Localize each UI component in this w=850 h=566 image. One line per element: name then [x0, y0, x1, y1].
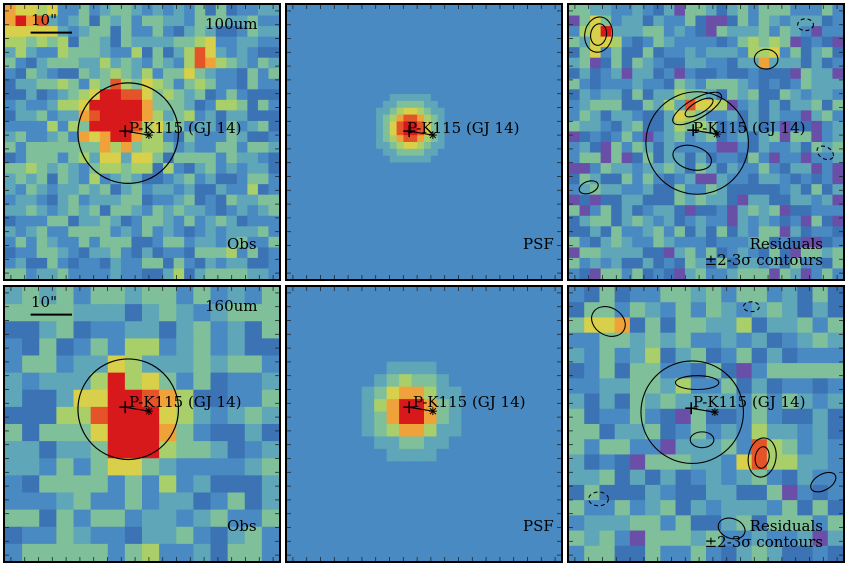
target-label: P-K115 (GJ 14): [129, 119, 242, 137]
panel-caption: Residuals: [749, 235, 823, 253]
contour-caption: ±2-3σ contours: [704, 533, 823, 551]
target-label: P-K115 (GJ 14): [693, 119, 806, 137]
panel-160um-psf: P-K115 (GJ 14) PSF: [285, 285, 563, 563]
map-100um-obs: [5, 5, 279, 279]
panel-160um-obs: 10" 160um P-K115 (GJ 14) Obs: [3, 285, 281, 563]
map-160um-residuals: [569, 287, 843, 561]
target-label: P-K115 (GJ 14): [407, 119, 520, 137]
map-160um-obs: [5, 287, 279, 561]
scale-bar-label: 10": [31, 293, 57, 311]
target-label: P-K115 (GJ 14): [693, 393, 806, 411]
target-label: P-K115 (GJ 14): [129, 393, 242, 411]
panel-100um-obs: 10" 100um P-K115 (GJ 14) Obs: [3, 3, 281, 281]
panel-caption: Residuals: [749, 517, 823, 535]
panel-caption: Obs: [227, 517, 257, 535]
scale-bar-label: 10": [31, 11, 57, 29]
band-label: 100um: [205, 15, 258, 33]
panel-100um-residuals: P-K115 (GJ 14) Residuals ±2-3σ contours: [567, 3, 845, 281]
panel-160um-residuals: P-K115 (GJ 14) Residuals ±2-3σ contours: [567, 285, 845, 563]
band-label: 160um: [205, 297, 258, 315]
panel-100um-psf: P-K115 (GJ 14) PSF: [285, 3, 563, 281]
panel-caption: Obs: [227, 235, 257, 253]
panel-caption: PSF: [523, 235, 554, 253]
target-label: P-K115 (GJ 14): [413, 393, 526, 411]
contour-caption: ±2-3σ contours: [704, 251, 823, 269]
panel-caption: PSF: [523, 517, 554, 535]
map-100um-psf: [287, 5, 561, 279]
map-160um-psf: [287, 287, 561, 561]
map-100um-residuals: [569, 5, 843, 279]
